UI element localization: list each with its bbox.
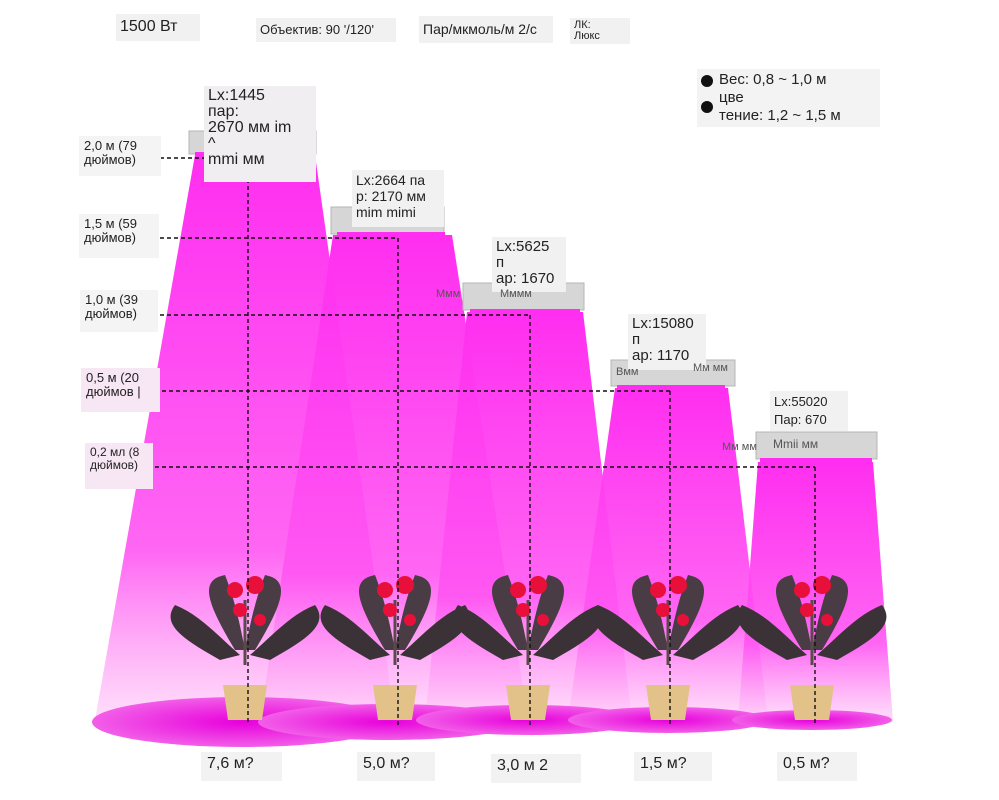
lamp-3-side-left: Mмм — [436, 288, 461, 300]
lamp-4-side-right: Мм мм — [693, 362, 728, 374]
lamp-5-readout: Lx:55020 Пар: 670 — [770, 391, 848, 431]
height-label-2m: 2,0 м (79 дюймов) — [79, 136, 161, 176]
coverage-label-4: 1,5 м? — [634, 752, 712, 781]
coverage-label-2: 5,0 м? — [357, 752, 435, 781]
lamp-2-readout: Lx:2664 па р: 2170 мм mim mimi — [352, 170, 444, 227]
coverage-label-1: 7,6 м? — [201, 752, 282, 781]
lamp-4-readout: Lx:15080 п ар: 1170 — [628, 314, 706, 370]
bullet-icon — [701, 101, 713, 113]
legend: Вес: 0,8 ~ 1,0 м цве тение: 1,2 ~ 1,5 м — [697, 69, 880, 127]
plants — [170, 575, 887, 720]
lamp-5-side-left: Мм мм — [722, 441, 757, 453]
legend-weight-row: Вес: 0,8 ~ 1,0 м — [701, 71, 876, 89]
lamp-3-readout: Lx:5625 п ар: 1670 — [492, 237, 566, 292]
lamp-4-side-left: Bмм — [616, 366, 639, 378]
coverage-label-5: 0,5 м? — [777, 752, 857, 781]
height-label-1m: 1,0 м (39 дюймов) — [80, 290, 158, 332]
lamp-3-side-mid: Mммм — [500, 288, 532, 300]
plant-4 — [593, 575, 743, 720]
beam-5 — [738, 462, 893, 722]
par-unit-label: Пар/мкмоль/м 2/с — [419, 16, 553, 43]
height-label-1-5m: 1,5 м (59 дюймов) — [79, 214, 159, 258]
legend-weight: Вес: 0,8 ~ 1,0 м — [719, 71, 827, 88]
lens-label: Объектив: 90 '/120' — [256, 18, 396, 42]
lamp-5-body — [755, 431, 878, 460]
legend-flowering: цве тение: 1,2 ~ 1,5 м — [719, 89, 841, 124]
lux-unit-label: ЛК: Люкс — [570, 18, 630, 44]
lamp-1-readout: Lx:1445 пар: 2670 мм im ^ mmi мм — [204, 86, 316, 182]
plant-2 — [320, 575, 470, 720]
power-label: 1500 Вт — [116, 14, 200, 41]
plant-3 — [453, 575, 603, 720]
lamp-5-label: Mmii мм — [773, 437, 819, 451]
guide-lines — [155, 157, 816, 725]
plant-5 — [737, 575, 887, 720]
height-label-0-5m: 0,5 м (20 дюймов | — [81, 368, 160, 412]
height-label-0-2m: 0,2 мл (8 дюймов) — [85, 443, 153, 489]
bullet-icon — [701, 75, 713, 87]
legend-flowering-row: цве тение: 1,2 ~ 1,5 м — [701, 89, 876, 125]
plant-1 — [170, 575, 320, 720]
coverage-label-3: 3,0 м 2 — [491, 754, 581, 783]
